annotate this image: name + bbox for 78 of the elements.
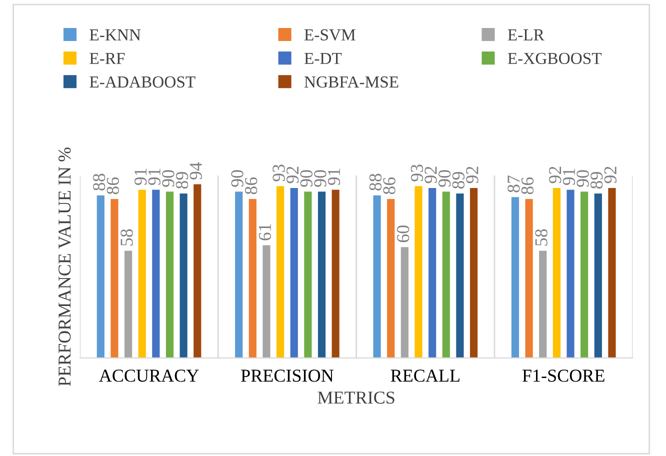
bar bbox=[428, 188, 436, 358]
data-label: 89 bbox=[590, 172, 603, 189]
bar bbox=[152, 190, 160, 358]
data-label: 91 bbox=[562, 168, 576, 186]
data-label: 58 bbox=[120, 229, 133, 246]
bar bbox=[318, 192, 326, 358]
x-axis-title: METRICS bbox=[318, 392, 394, 404]
data-label: 92 bbox=[604, 166, 616, 184]
bar bbox=[262, 245, 270, 358]
bar bbox=[552, 188, 560, 358]
bar bbox=[539, 250, 547, 358]
bar bbox=[166, 192, 174, 358]
bar bbox=[594, 193, 602, 358]
x-tick-label: RECALL bbox=[390, 370, 460, 382]
legend-label: E-RF bbox=[90, 52, 125, 64]
data-label: 94 bbox=[190, 162, 202, 180]
bar bbox=[566, 190, 574, 358]
legend-label: NGBFA-MSE bbox=[304, 76, 398, 88]
bar bbox=[400, 247, 408, 358]
y-axis-title: PERFORMANCE VALUE IN % bbox=[58, 148, 71, 386]
data-label: 90 bbox=[438, 170, 451, 187]
data-label: 88 bbox=[369, 174, 382, 190]
data-label: 91 bbox=[148, 168, 160, 186]
legend-label: E-LR bbox=[508, 29, 544, 40]
data-label: 90 bbox=[314, 170, 326, 187]
bar bbox=[235, 192, 243, 358]
bar bbox=[525, 199, 533, 358]
bar bbox=[608, 188, 616, 358]
data-label: 60 bbox=[397, 226, 410, 242]
bar bbox=[194, 184, 202, 358]
data-label: 88 bbox=[92, 174, 106, 190]
data-label: 86 bbox=[383, 177, 396, 194]
data-label: 89 bbox=[176, 172, 188, 189]
data-label: 90 bbox=[162, 170, 174, 187]
legend-label: E-XGBOOST bbox=[508, 52, 602, 64]
bar bbox=[124, 250, 132, 358]
bar bbox=[304, 192, 312, 358]
data-label: 91 bbox=[328, 168, 340, 186]
bar bbox=[332, 190, 340, 358]
data-label: 86 bbox=[106, 177, 119, 194]
data-label: 92 bbox=[549, 166, 562, 184]
x-tick-label: ACCURACY bbox=[99, 370, 199, 382]
data-label: 92 bbox=[466, 166, 478, 184]
data-label: 92 bbox=[424, 166, 437, 184]
data-label: 87 bbox=[508, 175, 520, 192]
bar bbox=[511, 197, 520, 358]
data-label: 58 bbox=[535, 229, 548, 246]
bar bbox=[373, 195, 381, 358]
data-label: 93 bbox=[272, 164, 285, 182]
bar bbox=[138, 190, 146, 358]
data-label: 90 bbox=[231, 170, 244, 187]
data-label: 89 bbox=[452, 172, 464, 189]
bar bbox=[442, 192, 450, 358]
bar bbox=[110, 199, 118, 358]
bar bbox=[290, 188, 298, 358]
bar bbox=[180, 193, 188, 358]
x-tick-label: F1-SCORE bbox=[522, 370, 604, 382]
bar bbox=[414, 186, 422, 358]
data-label: 90 bbox=[300, 170, 312, 187]
data-label: 92 bbox=[286, 166, 299, 184]
bar bbox=[96, 195, 104, 358]
bar bbox=[580, 192, 588, 358]
bar bbox=[248, 199, 256, 358]
bar bbox=[470, 188, 478, 358]
legend-label: E-KNN bbox=[90, 29, 141, 40]
data-label: 91 bbox=[134, 168, 147, 186]
legend-label: E-SVM bbox=[304, 29, 356, 41]
bar bbox=[456, 193, 464, 358]
legend-label: E-ADABOOST bbox=[90, 76, 196, 88]
data-label: 86 bbox=[521, 177, 534, 194]
legend-label: E-DT bbox=[304, 52, 342, 64]
x-tick-label: PRECISION bbox=[241, 370, 334, 382]
bar bbox=[387, 199, 395, 358]
data-label: 90 bbox=[576, 170, 589, 187]
bar bbox=[276, 186, 284, 358]
data-label: 61 bbox=[258, 224, 272, 240]
data-label: 86 bbox=[245, 177, 258, 194]
data-label: 93 bbox=[410, 164, 424, 182]
